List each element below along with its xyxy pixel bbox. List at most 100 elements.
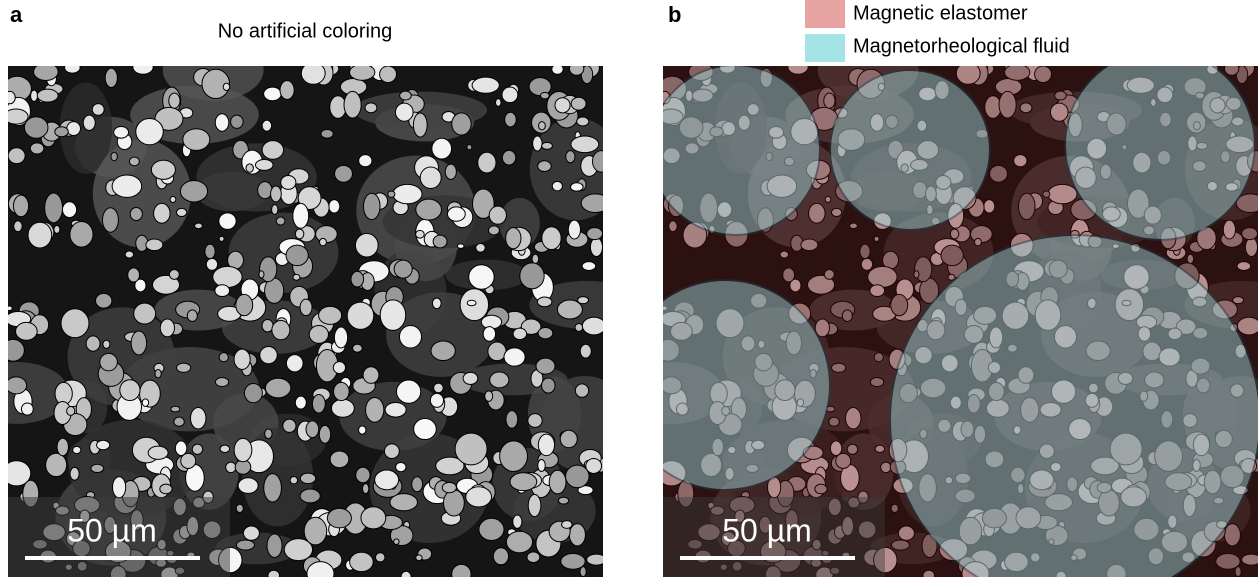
particle — [375, 553, 384, 562]
particle — [28, 222, 52, 248]
particle — [552, 64, 563, 74]
particle — [70, 222, 93, 248]
particle — [375, 470, 399, 490]
particle — [400, 91, 412, 100]
particle — [57, 438, 68, 456]
sem-image — [619, 39, 1260, 577]
particle — [86, 336, 100, 351]
particle — [205, 244, 215, 259]
particle — [283, 419, 296, 432]
particle — [300, 299, 312, 316]
particle — [258, 182, 272, 199]
particle — [538, 434, 554, 456]
particle — [558, 497, 568, 504]
particle — [244, 384, 262, 403]
particle — [489, 206, 506, 224]
particle — [4, 109, 28, 124]
particle — [91, 464, 104, 472]
particle — [334, 327, 347, 348]
particle — [557, 300, 582, 319]
particle — [265, 378, 290, 398]
particle — [395, 103, 413, 121]
particle — [61, 309, 89, 338]
panel-label: b — [668, 2, 681, 27]
particle — [333, 362, 345, 374]
particle — [114, 127, 129, 139]
particle — [46, 453, 67, 476]
particle — [236, 504, 243, 512]
particle — [542, 142, 553, 149]
particle — [148, 446, 168, 459]
particle — [304, 517, 327, 545]
particle — [187, 310, 197, 322]
particle — [399, 326, 421, 348]
panel-title: No artificial coloring — [218, 20, 393, 42]
particle — [502, 150, 515, 165]
particle — [70, 467, 79, 480]
particle — [329, 200, 340, 213]
particle — [264, 87, 282, 101]
particle — [502, 87, 518, 103]
particle — [587, 554, 607, 565]
particle — [272, 320, 290, 339]
particle — [6, 377, 27, 394]
particle — [160, 319, 174, 337]
particle — [125, 251, 133, 258]
particle — [380, 66, 397, 83]
particle — [580, 567, 586, 577]
particle — [65, 62, 81, 73]
particle — [575, 384, 588, 397]
particle — [286, 355, 303, 372]
particle — [562, 521, 573, 529]
particle — [532, 254, 539, 263]
particle — [96, 293, 112, 308]
particle — [385, 402, 406, 417]
particle — [319, 425, 330, 443]
particle — [34, 63, 59, 80]
particle — [300, 473, 315, 483]
particle — [537, 297, 551, 307]
particle — [206, 258, 217, 270]
particle — [171, 406, 180, 412]
particle — [483, 327, 495, 342]
particle — [151, 160, 175, 179]
particle — [542, 227, 561, 250]
particle — [432, 298, 441, 309]
particle — [111, 152, 117, 160]
particle — [176, 208, 186, 216]
particle — [133, 60, 153, 75]
legend-swatch — [805, 34, 845, 62]
particle — [384, 444, 399, 459]
fluid-region — [650, 65, 820, 235]
particle — [350, 64, 375, 80]
particle — [280, 81, 294, 100]
particle — [347, 302, 374, 329]
particle — [571, 136, 599, 153]
particle — [264, 474, 282, 502]
particle — [54, 226, 60, 234]
particle — [262, 141, 283, 160]
particle — [113, 477, 126, 498]
particle — [363, 367, 379, 384]
particle — [361, 507, 386, 529]
particle — [30, 143, 44, 154]
particle — [476, 243, 486, 252]
particle — [396, 462, 406, 471]
particle — [62, 202, 76, 218]
particle — [309, 326, 328, 344]
particle — [388, 191, 395, 197]
fluid-region — [1065, 50, 1255, 240]
particle — [262, 120, 271, 131]
particle — [479, 518, 504, 540]
particle — [416, 555, 422, 561]
particle — [538, 328, 553, 339]
fluid-region — [830, 70, 990, 230]
particle — [452, 113, 471, 135]
particle — [549, 470, 566, 494]
particle — [136, 119, 164, 145]
particle — [587, 228, 603, 240]
particle — [295, 229, 304, 239]
particle — [13, 195, 28, 217]
particle — [295, 396, 306, 409]
particle — [506, 228, 521, 249]
